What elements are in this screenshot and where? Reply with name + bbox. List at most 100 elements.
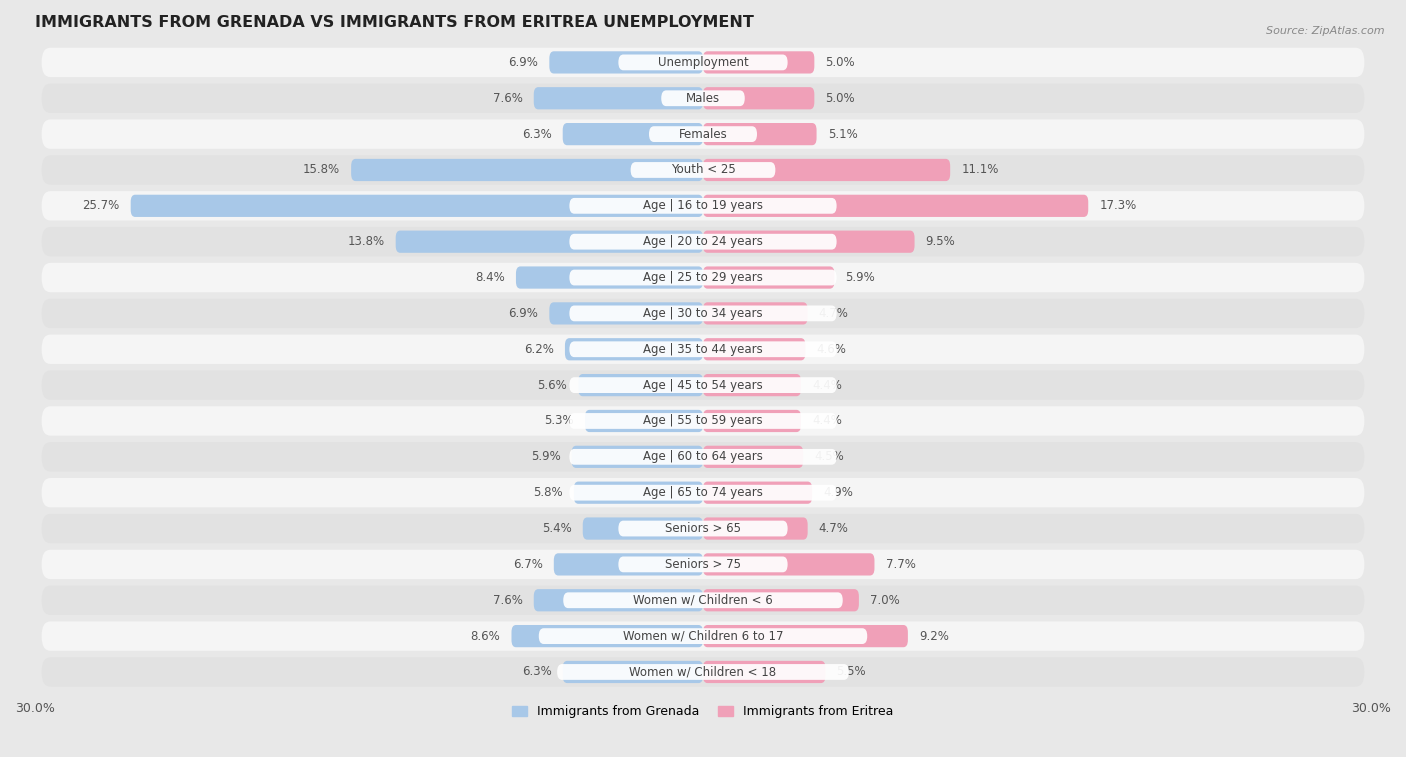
FancyBboxPatch shape xyxy=(585,410,703,432)
Text: 6.9%: 6.9% xyxy=(509,307,538,320)
FancyBboxPatch shape xyxy=(565,338,703,360)
FancyBboxPatch shape xyxy=(703,553,875,575)
FancyBboxPatch shape xyxy=(582,518,703,540)
Text: IMMIGRANTS FROM GRENADA VS IMMIGRANTS FROM ERITREA UNEMPLOYMENT: IMMIGRANTS FROM GRENADA VS IMMIGRANTS FR… xyxy=(35,15,754,30)
FancyBboxPatch shape xyxy=(569,413,837,429)
FancyBboxPatch shape xyxy=(564,593,842,608)
FancyBboxPatch shape xyxy=(631,162,775,178)
Text: Women w/ Children 6 to 17: Women w/ Children 6 to 17 xyxy=(623,630,783,643)
FancyBboxPatch shape xyxy=(569,377,837,393)
FancyBboxPatch shape xyxy=(569,269,837,285)
Text: 5.1%: 5.1% xyxy=(828,128,858,141)
FancyBboxPatch shape xyxy=(557,664,849,680)
Text: Youth < 25: Youth < 25 xyxy=(671,164,735,176)
FancyBboxPatch shape xyxy=(42,478,1364,507)
FancyBboxPatch shape xyxy=(619,55,787,70)
FancyBboxPatch shape xyxy=(550,302,703,325)
FancyBboxPatch shape xyxy=(516,266,703,288)
FancyBboxPatch shape xyxy=(395,231,703,253)
FancyBboxPatch shape xyxy=(569,449,837,465)
Text: 6.3%: 6.3% xyxy=(522,665,551,678)
FancyBboxPatch shape xyxy=(703,87,814,109)
Text: Women w/ Children < 18: Women w/ Children < 18 xyxy=(630,665,776,678)
FancyBboxPatch shape xyxy=(661,90,745,106)
Text: 4.6%: 4.6% xyxy=(817,343,846,356)
FancyBboxPatch shape xyxy=(352,159,703,181)
FancyBboxPatch shape xyxy=(703,374,801,396)
FancyBboxPatch shape xyxy=(42,550,1364,579)
Text: 15.8%: 15.8% xyxy=(302,164,340,176)
FancyBboxPatch shape xyxy=(703,410,801,432)
Text: Age | 55 to 59 years: Age | 55 to 59 years xyxy=(643,415,763,428)
FancyBboxPatch shape xyxy=(42,621,1364,651)
Text: 7.6%: 7.6% xyxy=(492,593,523,607)
FancyBboxPatch shape xyxy=(578,374,703,396)
FancyBboxPatch shape xyxy=(42,657,1364,687)
FancyBboxPatch shape xyxy=(42,155,1364,185)
FancyBboxPatch shape xyxy=(42,335,1364,364)
Text: 5.4%: 5.4% xyxy=(541,522,572,535)
FancyBboxPatch shape xyxy=(703,661,825,683)
Text: 8.4%: 8.4% xyxy=(475,271,505,284)
FancyBboxPatch shape xyxy=(42,120,1364,149)
Text: Age | 45 to 54 years: Age | 45 to 54 years xyxy=(643,378,763,391)
FancyBboxPatch shape xyxy=(703,518,807,540)
FancyBboxPatch shape xyxy=(554,553,703,575)
FancyBboxPatch shape xyxy=(42,191,1364,220)
Text: Age | 20 to 24 years: Age | 20 to 24 years xyxy=(643,235,763,248)
Text: 5.3%: 5.3% xyxy=(544,415,574,428)
Text: 5.9%: 5.9% xyxy=(845,271,876,284)
Text: 8.6%: 8.6% xyxy=(471,630,501,643)
Text: 4.9%: 4.9% xyxy=(824,486,853,499)
FancyBboxPatch shape xyxy=(512,625,703,647)
Text: Unemployment: Unemployment xyxy=(658,56,748,69)
Text: 5.6%: 5.6% xyxy=(537,378,567,391)
FancyBboxPatch shape xyxy=(569,306,837,321)
FancyBboxPatch shape xyxy=(703,481,813,504)
FancyBboxPatch shape xyxy=(703,159,950,181)
FancyBboxPatch shape xyxy=(42,227,1364,257)
FancyBboxPatch shape xyxy=(131,195,703,217)
Text: Seniors > 75: Seniors > 75 xyxy=(665,558,741,571)
FancyBboxPatch shape xyxy=(569,341,837,357)
FancyBboxPatch shape xyxy=(569,484,837,500)
Text: Age | 65 to 74 years: Age | 65 to 74 years xyxy=(643,486,763,499)
Text: 5.0%: 5.0% xyxy=(825,56,855,69)
Text: 7.6%: 7.6% xyxy=(492,92,523,104)
FancyBboxPatch shape xyxy=(42,370,1364,400)
Text: 5.8%: 5.8% xyxy=(533,486,562,499)
Text: Seniors > 65: Seniors > 65 xyxy=(665,522,741,535)
Text: 6.7%: 6.7% xyxy=(513,558,543,571)
FancyBboxPatch shape xyxy=(703,446,803,468)
FancyBboxPatch shape xyxy=(703,123,817,145)
Text: 4.7%: 4.7% xyxy=(818,307,849,320)
FancyBboxPatch shape xyxy=(42,407,1364,436)
FancyBboxPatch shape xyxy=(42,83,1364,113)
FancyBboxPatch shape xyxy=(703,625,908,647)
Text: 6.3%: 6.3% xyxy=(522,128,551,141)
FancyBboxPatch shape xyxy=(703,231,914,253)
Text: 25.7%: 25.7% xyxy=(83,199,120,212)
FancyBboxPatch shape xyxy=(572,446,703,468)
Text: 13.8%: 13.8% xyxy=(347,235,385,248)
Text: Males: Males xyxy=(686,92,720,104)
Text: 17.3%: 17.3% xyxy=(1099,199,1136,212)
FancyBboxPatch shape xyxy=(703,195,1088,217)
Text: 7.0%: 7.0% xyxy=(870,593,900,607)
Text: 7.7%: 7.7% xyxy=(886,558,915,571)
FancyBboxPatch shape xyxy=(562,661,703,683)
Legend: Immigrants from Grenada, Immigrants from Eritrea: Immigrants from Grenada, Immigrants from… xyxy=(508,700,898,723)
Text: 9.2%: 9.2% xyxy=(920,630,949,643)
FancyBboxPatch shape xyxy=(619,556,787,572)
Text: 4.4%: 4.4% xyxy=(813,378,842,391)
Text: 5.9%: 5.9% xyxy=(530,450,561,463)
FancyBboxPatch shape xyxy=(42,514,1364,544)
FancyBboxPatch shape xyxy=(534,87,703,109)
FancyBboxPatch shape xyxy=(703,338,806,360)
FancyBboxPatch shape xyxy=(562,123,703,145)
Text: Age | 16 to 19 years: Age | 16 to 19 years xyxy=(643,199,763,212)
Text: Females: Females xyxy=(679,128,727,141)
FancyBboxPatch shape xyxy=(703,51,814,73)
FancyBboxPatch shape xyxy=(619,521,787,537)
FancyBboxPatch shape xyxy=(650,126,756,142)
